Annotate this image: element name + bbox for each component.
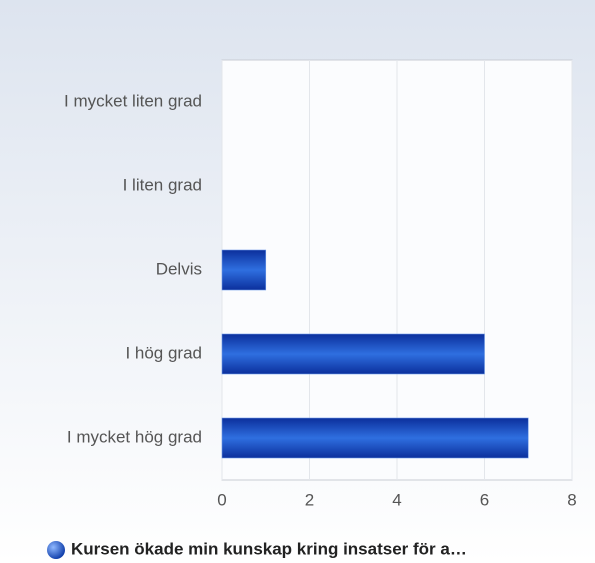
x-tick-label: 0 bbox=[217, 490, 226, 509]
y-tick-label: I mycket liten grad bbox=[64, 91, 202, 110]
y-tick-label: I liten grad bbox=[123, 175, 202, 194]
legend-text: Kursen ökade min kunskap kring insatser … bbox=[71, 539, 467, 558]
x-tick-label: 2 bbox=[305, 490, 314, 509]
legend-marker bbox=[47, 541, 65, 559]
y-tick-label: I mycket hög grad bbox=[67, 427, 202, 446]
bar bbox=[221, 417, 529, 459]
x-tick-label: 8 bbox=[567, 490, 576, 509]
x-tick-label: 4 bbox=[392, 490, 401, 509]
bar bbox=[221, 249, 267, 291]
y-tick-label: I hög grad bbox=[125, 343, 202, 362]
y-tick-label: Delvis bbox=[156, 259, 202, 278]
bar bbox=[221, 333, 485, 375]
x-tick-label: 6 bbox=[480, 490, 489, 509]
